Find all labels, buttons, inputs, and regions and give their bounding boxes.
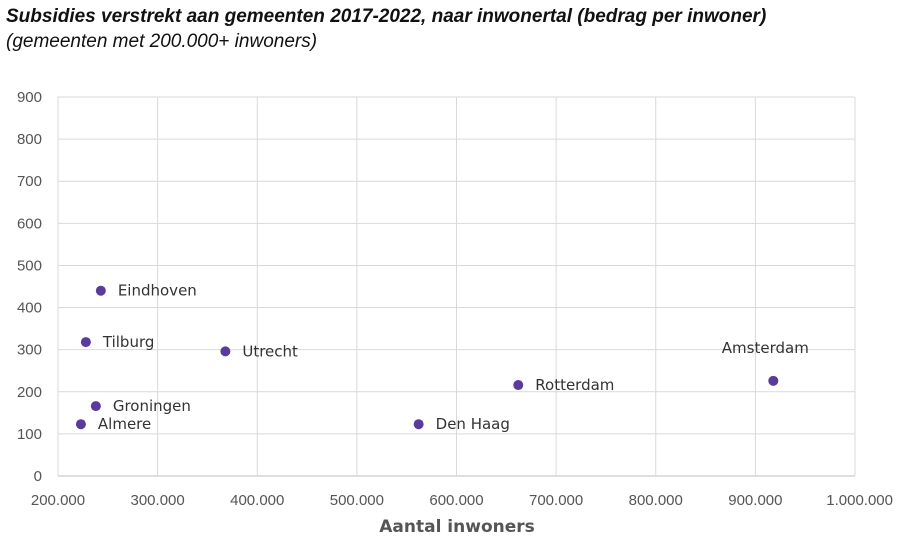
data-point <box>95 285 106 296</box>
y-tick-label: 700 <box>17 173 42 190</box>
data-point <box>90 401 101 412</box>
data-point <box>80 337 91 348</box>
data-label: Amsterdam <box>722 339 809 357</box>
y-tick-label: 100 <box>17 426 42 443</box>
data-point <box>75 419 86 430</box>
x-tick-label: 700.000 <box>529 492 583 509</box>
y-tick-label: 500 <box>17 257 42 274</box>
y-tick-label: 300 <box>17 342 42 359</box>
data-label: Rotterdam <box>535 376 614 394</box>
y-tick-label: 0 <box>34 468 42 485</box>
x-tick-label: 600.000 <box>429 492 483 509</box>
data-label: Den Haag <box>436 415 510 433</box>
y-tick-label: 200 <box>17 384 42 401</box>
x-tick-label: 200.000 <box>31 492 85 509</box>
data-label: Tilburg <box>102 333 154 351</box>
data-label: Almere <box>98 415 151 433</box>
y-tick-label: 600 <box>17 215 42 232</box>
data-point <box>220 346 231 357</box>
x-tick-label: 900.000 <box>728 492 782 509</box>
data-label: Groningen <box>113 397 191 415</box>
x-tick-label: 400.000 <box>230 492 284 509</box>
data-points <box>75 285 779 430</box>
x-axis-ticks: 200.000 300.000 400.000 500.000 600.000 700.0… <box>31 492 893 509</box>
data-point <box>768 375 779 386</box>
y-tick-label: 800 <box>17 131 42 148</box>
y-axis-ticks: 0 100 200 300 400 500 600 700 800 900 <box>17 89 42 485</box>
data-point <box>513 380 524 391</box>
x-tick-label: 300.000 <box>131 492 185 509</box>
x-tick-label: 500.000 <box>330 492 384 509</box>
data-point <box>413 419 424 430</box>
x-axis-label: Aantal inwoners <box>379 517 535 537</box>
gridlines <box>57 96 856 477</box>
data-label: Eindhoven <box>118 282 197 300</box>
x-tick-label: 800.000 <box>629 492 683 509</box>
y-tick-label: 400 <box>17 300 42 317</box>
y-tick-label: 900 <box>17 89 42 106</box>
x-tick-label: 1.000.000 <box>826 492 893 509</box>
chart-subtitle: (gemeenten met 200.000+ inwoners) <box>6 31 318 52</box>
chart-title: Subsidies verstrekt aan gemeenten 2017-2… <box>6 6 767 27</box>
data-label: Utrecht <box>242 342 298 360</box>
